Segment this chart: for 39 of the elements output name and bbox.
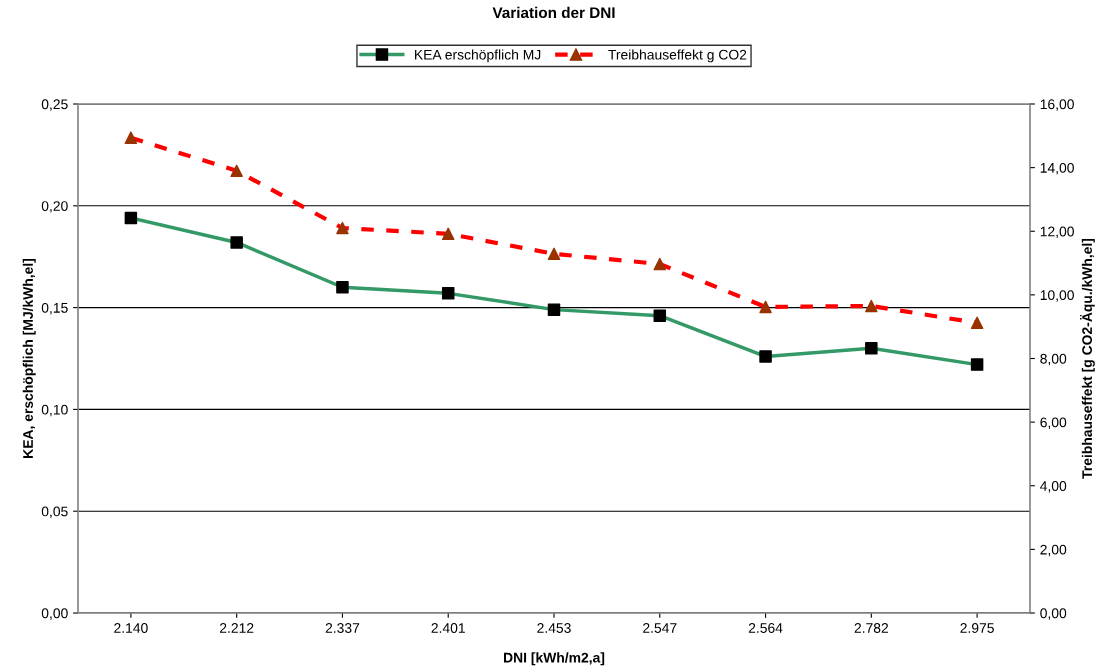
y2-tick-label: 6,00: [1040, 417, 1067, 429]
x-tick-label: 2.564: [748, 623, 783, 633]
point: [230, 164, 243, 178]
y-tick-label: 0,00: [41, 608, 68, 620]
y2-tick-label: 0,00: [1040, 608, 1067, 620]
x-tick-label: 2.453: [537, 623, 571, 633]
point: [124, 131, 138, 144]
y-tick-label: 0,05: [41, 506, 68, 519]
point: [970, 316, 984, 330]
point: [653, 257, 667, 271]
y2-tick-label: 12,00: [1040, 226, 1074, 239]
y-tick-label: 0,25: [41, 99, 68, 111]
y2-tick-label: 16,00: [1040, 99, 1074, 111]
y2-axis-title: Treibhauseffekt [g CO2-Äqu./kWh,el]: [1080, 238, 1095, 479]
y2-tick-label: 14,00: [1040, 162, 1074, 175]
y-axis-title: KEA, erschöpflich [MJ/kWh,el]: [22, 258, 36, 458]
x-tick-label: 2.401: [431, 623, 465, 633]
y-tick-label: 0,15: [41, 302, 68, 315]
x-tick-label: 2.212: [219, 623, 254, 633]
y2-tick-label: 4,00: [1040, 481, 1067, 493]
y2-tick-label: 10,00: [1040, 290, 1074, 302]
x-tick-label: 2.782: [854, 623, 889, 633]
y-tick-label: 0,10: [41, 404, 68, 417]
legend-label: Treibhauseffekt g CO2: [608, 49, 747, 63]
point: [547, 247, 561, 261]
x-tick-label: 2.337: [325, 623, 360, 633]
x-tick-label: 2.140: [114, 623, 148, 633]
y2-tick-label: 2,00: [1040, 544, 1067, 557]
y-tick-label: 0,20: [41, 201, 68, 213]
point: [759, 300, 772, 314]
legend-label: KEA erschöpflich MJ: [415, 49, 541, 63]
point: [865, 299, 878, 313]
x-tick-label: 2.975: [960, 623, 994, 633]
x-axis-title: DNI [kWh/m2,a]: [504, 652, 605, 666]
x-tick-label: 2.547: [643, 623, 677, 633]
point: [441, 227, 455, 241]
point: [336, 221, 349, 235]
y2-tick-label: 8,00: [1040, 353, 1067, 366]
chart-title: Variation der DNI: [492, 6, 615, 19]
